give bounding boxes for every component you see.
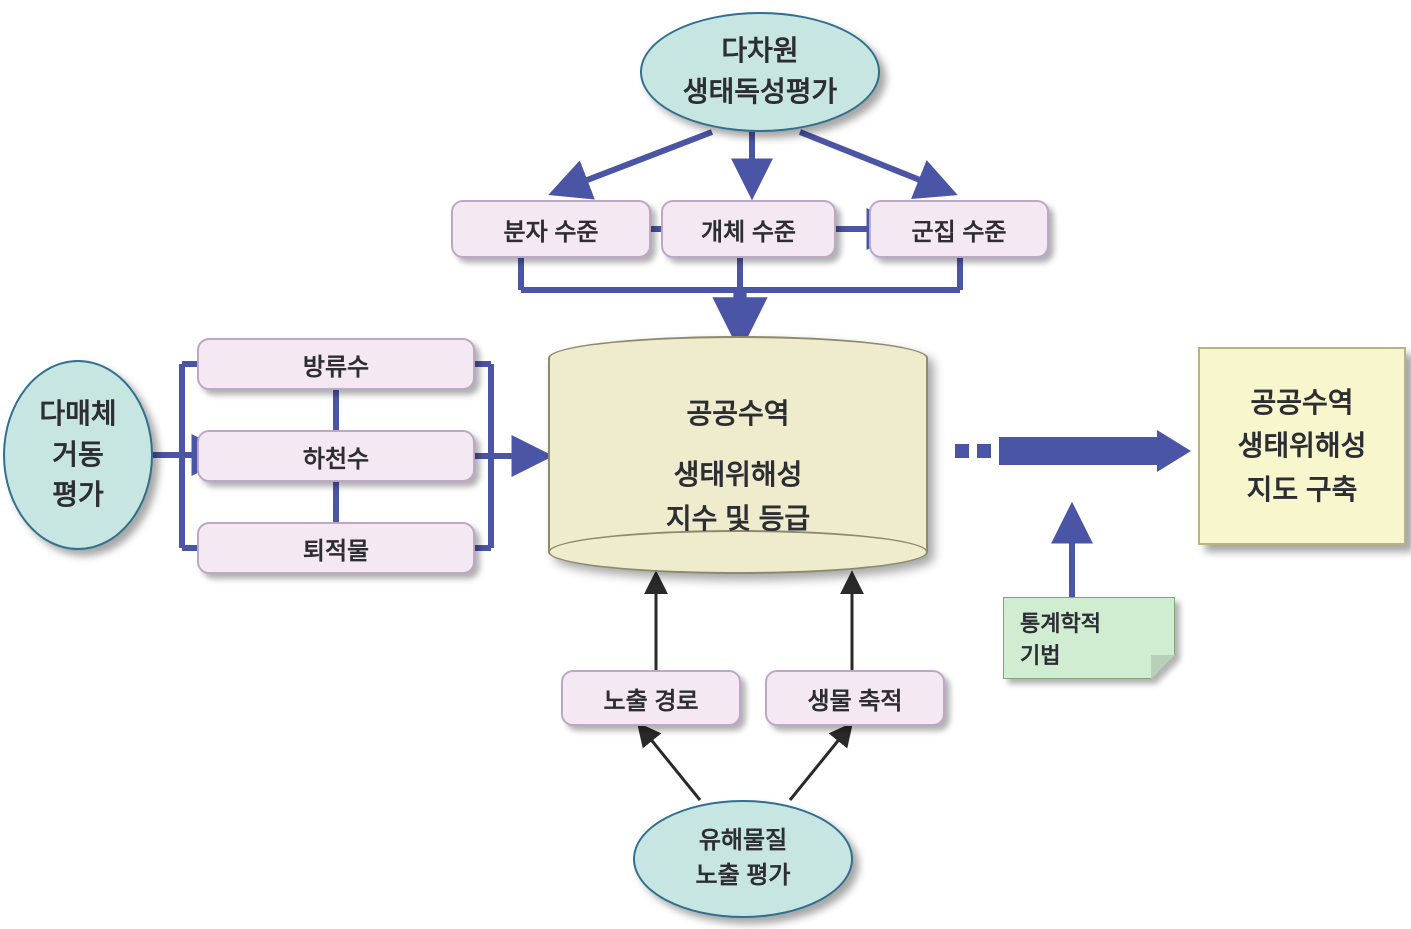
label: 생태위해성 <box>1238 424 1367 467</box>
label: 개체 수준 <box>701 212 796 247</box>
ellipse-hazard-exposure: 유해물질 노출 평가 <box>633 800 853 918</box>
connector-top-to-r1 <box>556 132 712 192</box>
label: 유해물질 <box>699 824 787 859</box>
label: 거동 <box>52 435 104 476</box>
ellipse-multidim-ecotox: 다차원 생태독성평가 <box>640 12 880 132</box>
label: 생태위해성 <box>674 453 803 496</box>
label: 생태독성평가 <box>683 72 838 113</box>
connector-top-to-r3 <box>800 132 950 192</box>
connector-bEll-to-r1 <box>640 726 700 800</box>
rect-exposure-route: 노출 경로 <box>561 670 741 726</box>
label: 방류수 <box>303 347 369 382</box>
note-statistical-method: 통계학적 기법 <box>1003 597 1175 679</box>
label: 기법 <box>1020 638 1060 670</box>
label: 노출 평가 <box>696 859 791 894</box>
label: 지도 구축 <box>1247 468 1358 511</box>
cylinder-ecorisk-index: 공공수역 생태위해성 지수 및 등급 <box>548 336 928 574</box>
label: 하천수 <box>303 439 369 474</box>
label: 통계학적 <box>1020 606 1101 638</box>
label: 생물 축적 <box>808 681 903 716</box>
label: 군집 수준 <box>912 212 1007 247</box>
rect-sediment: 퇴적물 <box>197 522 475 574</box>
label: 분자 수준 <box>504 212 599 247</box>
rect-stream-water: 하천수 <box>197 430 475 482</box>
rect-community-level: 군집 수준 <box>869 200 1049 258</box>
label: 평가 <box>52 475 104 516</box>
block-arrow-to-map <box>955 437 1187 465</box>
rect-molecular-level: 분자 수준 <box>451 200 651 258</box>
label: 다차원 <box>721 31 798 72</box>
rect-individual-level: 개체 수준 <box>661 200 836 258</box>
rect-effluent: 방류수 <box>197 338 475 390</box>
connector-bEll-to-r2 <box>790 726 850 800</box>
label: 노출 경로 <box>604 681 699 716</box>
label: 다매체 <box>39 394 116 435</box>
note-ecorisk-map: 공공수역 생태위해성 지도 구축 <box>1198 347 1406 545</box>
ellipse-multimedia-fate: 다매체 거동 평가 <box>3 360 153 550</box>
label: 지수 및 등급 <box>666 497 810 540</box>
label: 공공수역 <box>686 392 789 435</box>
rect-bioaccumulation: 생물 축적 <box>765 670 945 726</box>
label: 공공수역 <box>1250 381 1353 424</box>
label: 퇴적물 <box>303 531 369 566</box>
